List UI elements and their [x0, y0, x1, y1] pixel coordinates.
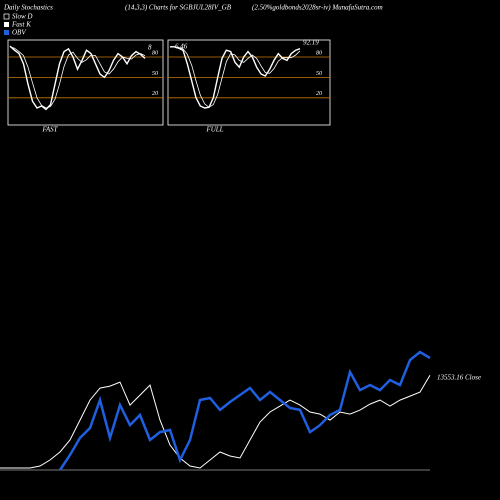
- y-tick-label: 50: [152, 71, 158, 77]
- y-tick-label: 80: [316, 50, 322, 56]
- series-line: [170, 46, 301, 109]
- legend-swatch: [3, 13, 10, 20]
- series-line: [58, 350, 431, 471]
- header-center: (14,3,3) Charts for SGBJUL28IV_GB: [125, 4, 232, 12]
- annotation: 13553.16 Close: [437, 374, 481, 382]
- series-line: [0, 374, 431, 469]
- header-right: (2.50%goldbonds2028sr-iv) MunafaSutra.co…: [252, 4, 383, 12]
- legend-swatch: [4, 22, 9, 27]
- panel-title: FAST: [41, 126, 58, 134]
- legend-entry: OBV: [12, 29, 26, 37]
- annotation: 8: [148, 44, 152, 52]
- panel-title: FULL: [205, 126, 223, 134]
- panel-frame: [167, 39, 331, 126]
- legend-swatch: [4, 30, 9, 35]
- annotation: 6.46: [175, 43, 188, 51]
- y-tick-label: 50: [316, 71, 322, 77]
- y-tick-label: 20: [152, 91, 158, 97]
- series-line: [170, 46, 301, 108]
- header-left: Daily Stochastics: [3, 4, 53, 12]
- y-tick-label: 20: [316, 91, 322, 97]
- legend-entry: Slow D: [12, 13, 32, 21]
- y-tick-label: 80: [152, 50, 158, 56]
- annotation: 92.19: [303, 39, 319, 47]
- legend-entry: Fast K: [11, 21, 31, 29]
- series-line: [9, 46, 146, 109]
- panel-frame: [7, 39, 164, 126]
